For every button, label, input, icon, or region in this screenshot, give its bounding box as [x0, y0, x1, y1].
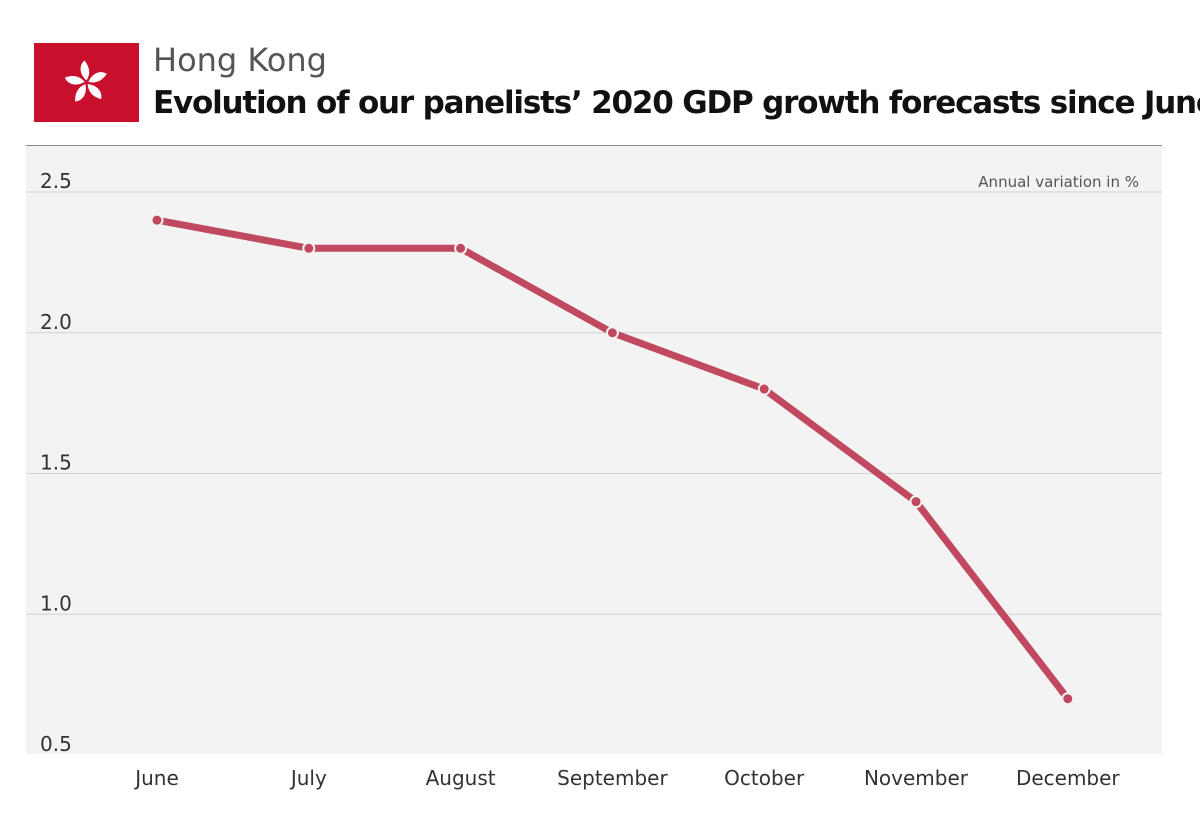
x-tick-label: December [1016, 766, 1120, 790]
x-tick-label: October [724, 766, 805, 790]
x-tick-label: June [133, 766, 179, 790]
hong-kong-flag [34, 43, 139, 122]
y-tick-label: 2.5 [40, 169, 72, 193]
x-tick-label: August [426, 766, 496, 790]
data-point [909, 495, 923, 509]
x-tick-label: November [864, 766, 969, 790]
series-layer [150, 213, 1075, 706]
gridlines [26, 191, 1162, 756]
plot-area [26, 146, 1162, 754]
data-point [302, 241, 316, 255]
country-name: Hong Kong [153, 41, 327, 79]
bauhinia-flower-icon [64, 60, 107, 102]
y-tick-label: 1.0 [40, 591, 72, 615]
y-tick-label: 0.5 [40, 732, 72, 756]
x-tick-label: July [289, 766, 327, 790]
y-axis-ticks: 2.5 2.0 1.5 1.0 0.5 [40, 169, 72, 756]
data-point [605, 326, 619, 340]
series-line [153, 216, 1072, 703]
data-point [454, 241, 468, 255]
unit-label: Annual variation in % [978, 173, 1139, 191]
y-tick-label: 1.5 [40, 451, 72, 475]
x-tick-label: September [557, 766, 668, 790]
header-divider [26, 145, 1162, 146]
y-tick-label: 2.0 [40, 310, 72, 334]
data-point [757, 382, 771, 396]
data-point [150, 213, 164, 227]
data-point [1061, 692, 1075, 706]
x-axis-ticks: June July August September October November De… [133, 766, 1120, 790]
chart-title: Evolution of our panelists’ 2020 GDP gro… [153, 85, 1200, 121]
